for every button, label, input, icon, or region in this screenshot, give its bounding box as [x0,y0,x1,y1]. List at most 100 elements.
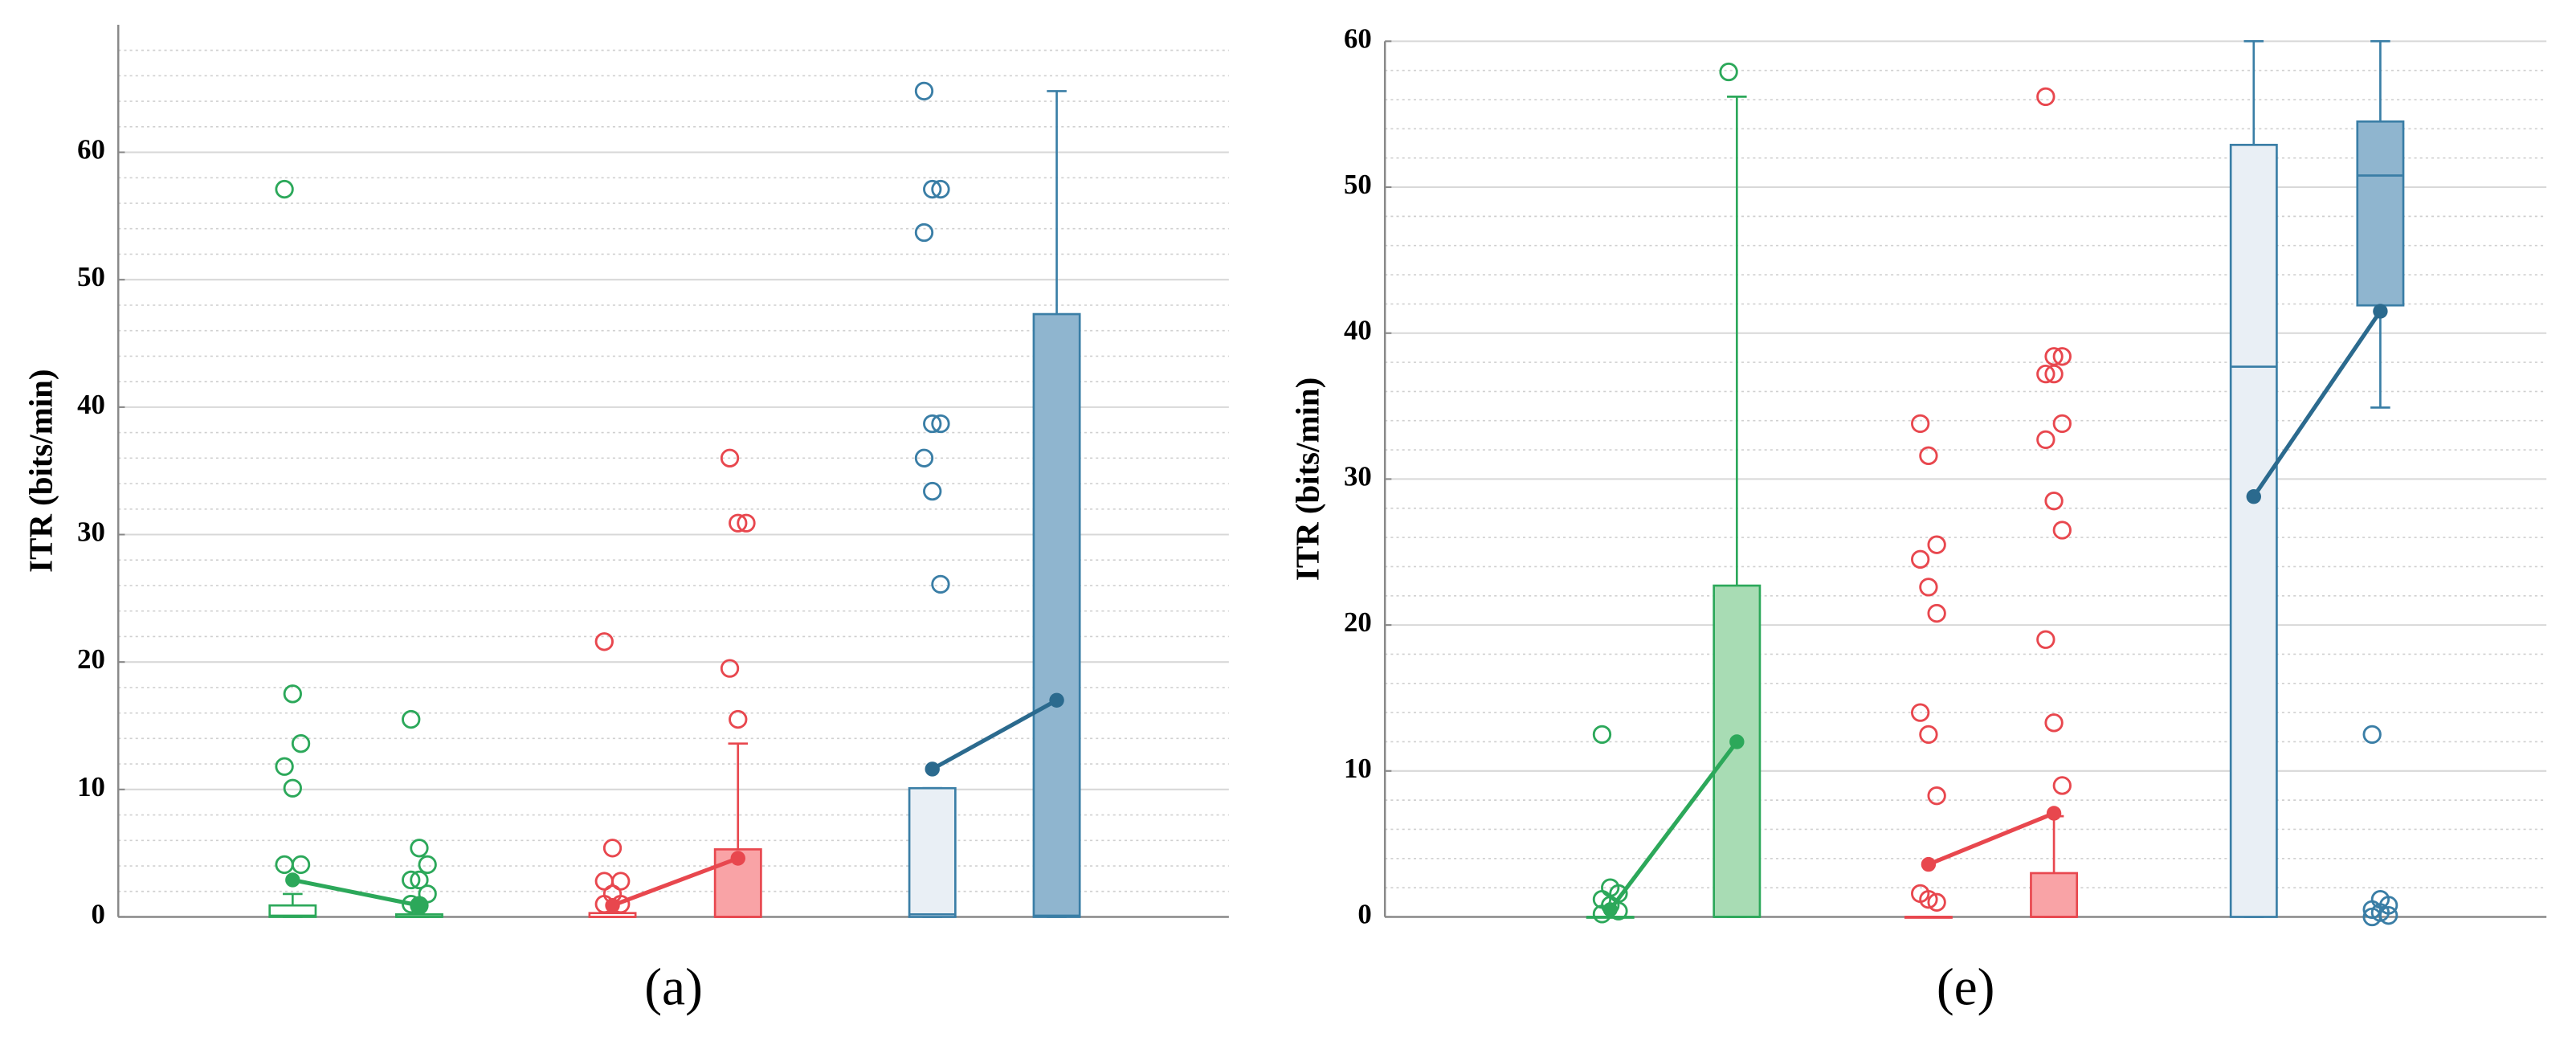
outlier [2036,364,2055,384]
mean-dot [730,851,745,866]
y-tick-label: 50 [77,261,105,292]
mean-dot [285,872,300,888]
outlier [2052,414,2072,434]
outlier [729,709,748,729]
mean-line [1927,811,2055,867]
outlier [1911,703,1930,722]
outlier [720,448,740,467]
outlier [729,513,748,533]
box [2229,144,2278,918]
mean-dot [605,897,620,913]
mean-line [1608,740,1739,911]
outlier [2036,430,2055,450]
outlier [283,684,302,704]
outlier [1919,446,1938,466]
outlier [602,839,623,858]
box [2030,872,2079,918]
y-tick-label: 0 [92,898,105,929]
mean-dot [1602,902,1618,917]
mean-dot [2046,806,2062,821]
outlier [2044,713,2064,733]
mean-dot [1921,856,1937,872]
mean-dot [1729,734,1745,749]
outlier [1927,535,1946,554]
mean-line [292,877,420,908]
box [1032,312,1081,918]
outlier [914,81,934,101]
outlier [402,870,421,890]
outlier [275,179,294,199]
mean-dot [411,897,427,913]
outlier [410,839,429,858]
caption: (e) [1937,959,1995,1017]
outlier [594,632,614,651]
y-axis-label: ITR (bits/min) [23,369,59,573]
y-tick-label: 60 [77,134,105,165]
outlier [1719,62,1738,82]
outlier [1592,725,1612,745]
outlier [2036,87,2055,107]
outlier [402,709,421,729]
outlier [1919,890,1938,909]
y-tick-label: 20 [1344,606,1372,638]
outlier [2052,347,2072,366]
caption: (a) [644,959,703,1017]
outlier [283,778,302,798]
outlier [1911,414,1930,434]
outlier [923,179,942,199]
outlier [2362,725,2382,745]
outlier [923,481,942,501]
outlier [2052,776,2072,795]
outlier [1927,786,1946,806]
outlier [914,448,934,467]
y-tick-label: 50 [1344,169,1372,200]
outlier [1927,892,1946,912]
outlier [275,757,294,776]
y-tick-label: 20 [77,643,105,675]
outlier [2036,630,2055,649]
outlier [275,855,294,875]
y-tick-label: 30 [1344,460,1372,492]
box [2356,120,2405,307]
outlier [418,855,437,875]
outlier [2044,492,2064,511]
outlier [1911,549,1930,570]
box [1713,584,1762,918]
outlier [2052,521,2072,540]
mean-dot [2373,304,2388,319]
outlier [2044,364,2064,384]
mean-line [611,856,739,908]
mean-dot [925,761,940,777]
outlier [720,659,740,678]
y-tick-label: 40 [1344,315,1372,346]
outlier [931,414,950,434]
box [908,786,957,918]
outlier [931,179,950,199]
mean-line [931,698,1058,771]
y-tick-label: 40 [77,389,105,420]
outlier [1919,725,1938,745]
outlier [2362,900,2382,920]
outlier [737,513,756,533]
y-axis-label: ITR (bits/min) [1290,378,1326,581]
y-tick-label: 30 [77,516,105,547]
mean-dot [1049,692,1064,708]
outlier [1919,578,1938,597]
outlier [291,855,311,875]
outlier [594,872,614,891]
outlier [923,414,942,434]
outlier [2362,907,2382,927]
y-tick-label: 0 [1357,898,1371,929]
box [268,904,317,918]
outlier [1927,603,1946,623]
outlier [410,870,429,890]
outlier [291,734,311,753]
y-tick-label: 10 [77,771,105,802]
y-tick-label: 10 [1344,753,1372,784]
mean-line [2251,310,2382,498]
outlier [931,574,950,594]
mean-dot [2246,489,2261,504]
outlier [914,223,934,243]
y-tick-label: 60 [1344,22,1372,54]
